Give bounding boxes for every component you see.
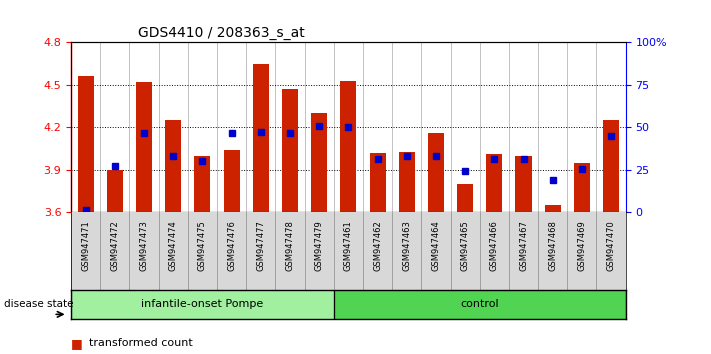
- Bar: [282, 89, 298, 212]
- Text: disease state: disease state: [4, 299, 73, 309]
- Bar: [194, 156, 210, 212]
- Text: control: control: [461, 299, 499, 309]
- Bar: [603, 120, 619, 212]
- Text: GSM947461: GSM947461: [344, 220, 353, 271]
- Bar: [77, 76, 94, 212]
- Text: GSM947474: GSM947474: [169, 220, 178, 271]
- Bar: [311, 113, 327, 212]
- Text: GSM947468: GSM947468: [548, 220, 557, 271]
- Bar: [574, 163, 590, 212]
- Text: GSM947478: GSM947478: [286, 220, 294, 271]
- Text: GSM947479: GSM947479: [315, 220, 324, 271]
- Text: GSM947467: GSM947467: [519, 220, 528, 271]
- Text: GSM947473: GSM947473: [139, 220, 149, 271]
- Text: ■: ■: [71, 337, 83, 350]
- Text: GSM947470: GSM947470: [606, 220, 616, 271]
- Text: GSM947471: GSM947471: [81, 220, 90, 271]
- Text: GSM947463: GSM947463: [402, 220, 411, 271]
- Text: GSM947466: GSM947466: [490, 220, 499, 271]
- Text: GSM947469: GSM947469: [577, 220, 587, 271]
- Text: GDS4410 / 208363_s_at: GDS4410 / 208363_s_at: [138, 26, 304, 40]
- Text: GSM947477: GSM947477: [257, 220, 265, 271]
- Text: GSM947475: GSM947475: [198, 220, 207, 271]
- Text: infantile-onset Pompe: infantile-onset Pompe: [141, 299, 264, 309]
- Bar: [428, 133, 444, 212]
- Bar: [399, 152, 415, 212]
- Text: GSM947462: GSM947462: [373, 220, 382, 271]
- Bar: [486, 154, 503, 212]
- Text: GSM947465: GSM947465: [461, 220, 470, 271]
- Text: transformed count: transformed count: [89, 338, 193, 348]
- Text: GSM947476: GSM947476: [227, 220, 236, 271]
- Bar: [515, 156, 532, 212]
- Text: GSM947464: GSM947464: [432, 220, 440, 271]
- Bar: [107, 170, 123, 212]
- Bar: [223, 150, 240, 212]
- Bar: [457, 184, 474, 212]
- Bar: [165, 120, 181, 212]
- Bar: [545, 205, 561, 212]
- Text: GSM947472: GSM947472: [110, 220, 119, 271]
- Bar: [341, 81, 356, 212]
- Bar: [136, 82, 152, 212]
- Bar: [370, 153, 385, 212]
- Bar: [253, 64, 269, 212]
